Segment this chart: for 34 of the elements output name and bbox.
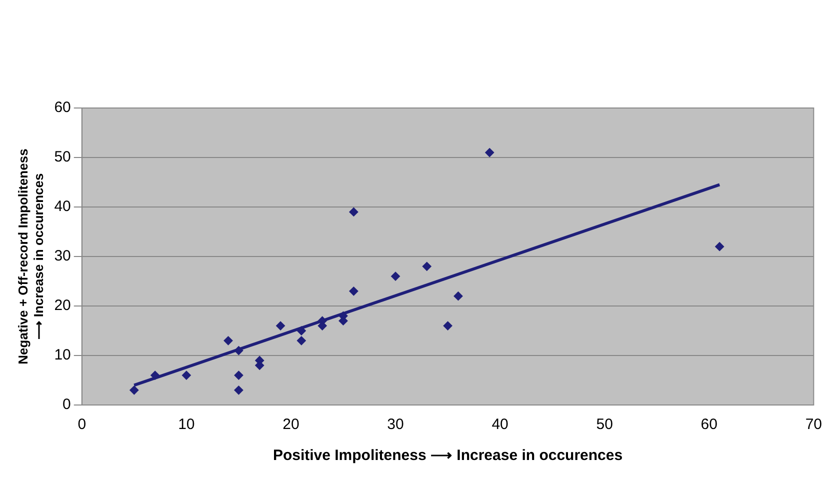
point (454, 292, 463, 301)
point (130, 386, 139, 395)
point (276, 321, 286, 330)
point (485, 148, 494, 158)
y-tick-label: 30 (54, 248, 71, 265)
x-tick-label: 70 (805, 416, 822, 434)
point (391, 272, 400, 281)
point (182, 370, 191, 380)
point (234, 386, 244, 395)
point (443, 321, 452, 330)
point (296, 336, 306, 346)
y-tick-label: 50 (54, 148, 71, 166)
x-tick-label: 40 (492, 416, 508, 434)
point (224, 336, 233, 346)
x-tick-label: 0 (78, 416, 86, 434)
x-axis-title: Positive Impoliteness ⟶ Increase in occurences (272, 447, 623, 464)
x-tick-label: 50 (596, 416, 613, 434)
point (349, 286, 358, 296)
point (422, 262, 432, 271)
x-tick-label: 10 (178, 416, 195, 434)
y-tick-label: 60 (54, 99, 71, 116)
y-axis-title: Negative + Off-record Impoliteness ⟶ Increase in occurences (15, 148, 46, 364)
y-tick-label: 20 (54, 297, 71, 314)
x-tick-label: 60 (700, 416, 718, 434)
x-tick-label: 20 (282, 416, 300, 434)
point (349, 207, 358, 216)
point (234, 370, 244, 380)
x-tick-label: 30 (387, 416, 404, 434)
y-tick-label: 40 (54, 198, 71, 216)
point (150, 370, 160, 380)
point (715, 242, 724, 252)
y-tick-label: 0 (62, 396, 71, 414)
point (296, 326, 306, 336)
y-tick-label: 10 (54, 346, 71, 364)
